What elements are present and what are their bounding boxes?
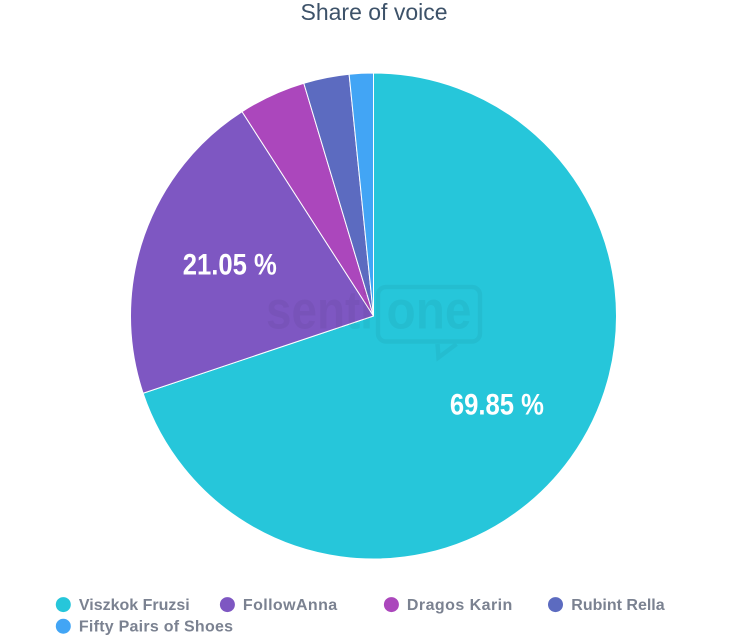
svg-text:Share of voice: Share of voice: [300, 0, 447, 25]
svg-text:Dragos Karin: Dragos Karin: [407, 597, 513, 614]
svg-text:FollowAnna: FollowAnna: [243, 597, 338, 614]
svg-text:69.85 %: 69.85 %: [450, 389, 544, 422]
svg-text:Rubint Rella: Rubint Rella: [571, 597, 664, 614]
svg-text:senti: senti: [266, 281, 373, 341]
svg-text:Fifty Pairs of Shoes: Fifty Pairs of Shoes: [79, 619, 233, 636]
svg-text:Viszkok Fruzsi: Viszkok Fruzsi: [79, 597, 190, 614]
svg-text:one: one: [387, 281, 472, 341]
svg-text:21.05 %: 21.05 %: [183, 249, 277, 282]
